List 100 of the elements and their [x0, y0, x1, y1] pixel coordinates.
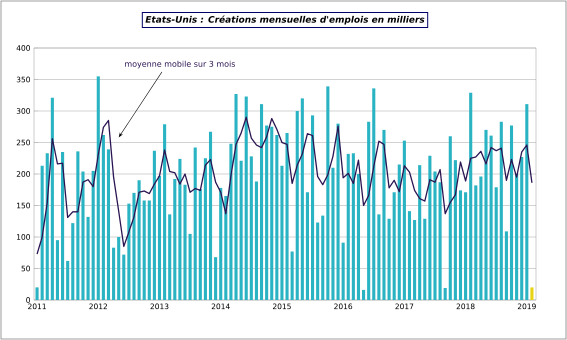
bar: [40, 166, 44, 300]
bar: [112, 248, 116, 300]
bar: [433, 171, 437, 300]
bar: [428, 156, 432, 300]
bar: [388, 218, 391, 300]
bar: [479, 176, 482, 300]
bar: [490, 136, 493, 300]
bar: [306, 192, 309, 300]
bar: [96, 76, 100, 300]
bar: [168, 214, 172, 300]
bar: [413, 220, 416, 300]
bar: [280, 166, 284, 300]
bar: [183, 184, 187, 300]
bar: [66, 260, 70, 300]
bar: [331, 168, 335, 300]
bar: [382, 130, 386, 300]
bar: [352, 153, 355, 300]
bar: [224, 196, 228, 300]
bar: [127, 204, 130, 300]
bar: [71, 223, 74, 300]
bar: [464, 192, 468, 300]
line-series: [36, 116, 533, 255]
bar: [229, 144, 232, 300]
bar: [106, 149, 110, 300]
bar: [142, 200, 146, 300]
bar: [92, 170, 95, 300]
bar: [530, 287, 534, 300]
bar: [250, 156, 253, 300]
bar: [194, 148, 197, 300]
bar: [265, 125, 268, 300]
bar: [50, 98, 54, 300]
bar: [398, 164, 401, 300]
bar: [367, 122, 370, 300]
bar: [188, 234, 192, 300]
bar: [102, 134, 105, 300]
bar: [76, 151, 80, 300]
bar: [270, 126, 274, 300]
bar: [61, 152, 64, 300]
bar: [260, 104, 264, 300]
bar: [494, 187, 498, 300]
bar: [198, 189, 202, 300]
bar: [138, 180, 141, 300]
bar: [504, 231, 508, 300]
bar: [356, 174, 360, 300]
bar: [458, 190, 462, 300]
bar: [86, 216, 90, 300]
bar: [326, 86, 330, 300]
bar: [56, 240, 60, 300]
bar: [300, 98, 304, 300]
bar: [163, 124, 166, 300]
bar: [122, 254, 126, 300]
bar: [525, 104, 528, 300]
bar: [321, 216, 324, 300]
bar: [423, 218, 426, 300]
bar: [500, 122, 503, 300]
bar: [152, 150, 156, 300]
bar: [132, 192, 136, 300]
bar: [178, 158, 182, 300]
bar: [342, 242, 345, 300]
bar: [219, 188, 222, 300]
bar: [377, 214, 380, 300]
bar: [173, 179, 176, 300]
bar: [454, 160, 457, 300]
bar: [240, 160, 243, 300]
bar: [316, 222, 320, 300]
bar: [515, 174, 518, 300]
bar: [510, 125, 514, 300]
bar: [408, 211, 412, 300]
bar: [392, 192, 396, 300]
bar: [36, 287, 39, 300]
bar: [469, 92, 472, 300]
bar: [372, 88, 376, 300]
bar: [346, 154, 350, 300]
bar: [402, 140, 406, 300]
bar: [148, 200, 151, 300]
bar: [362, 290, 366, 300]
bar: [117, 237, 120, 300]
bar: [244, 96, 248, 300]
bar: [285, 133, 289, 300]
bar: [444, 288, 447, 300]
bar: [208, 132, 212, 300]
bar: [254, 182, 258, 300]
chart-title: Etats-Unis : Créations mensuelles d'emplois en milliers: [146, 15, 424, 25]
bar: [438, 182, 442, 300]
bar: [484, 130, 488, 300]
bar: [275, 134, 278, 300]
bar: [520, 156, 524, 300]
bar: [234, 94, 238, 300]
bar: [46, 153, 49, 300]
bar: [418, 165, 422, 300]
bar: [448, 136, 452, 300]
bar: [336, 124, 340, 300]
bar: [311, 115, 314, 300]
bar: [81, 171, 85, 300]
bar: [474, 185, 478, 300]
bar: [158, 176, 162, 300]
bar: [296, 111, 299, 300]
bar: [214, 257, 218, 300]
bar: [290, 251, 294, 300]
bar: [204, 158, 207, 300]
